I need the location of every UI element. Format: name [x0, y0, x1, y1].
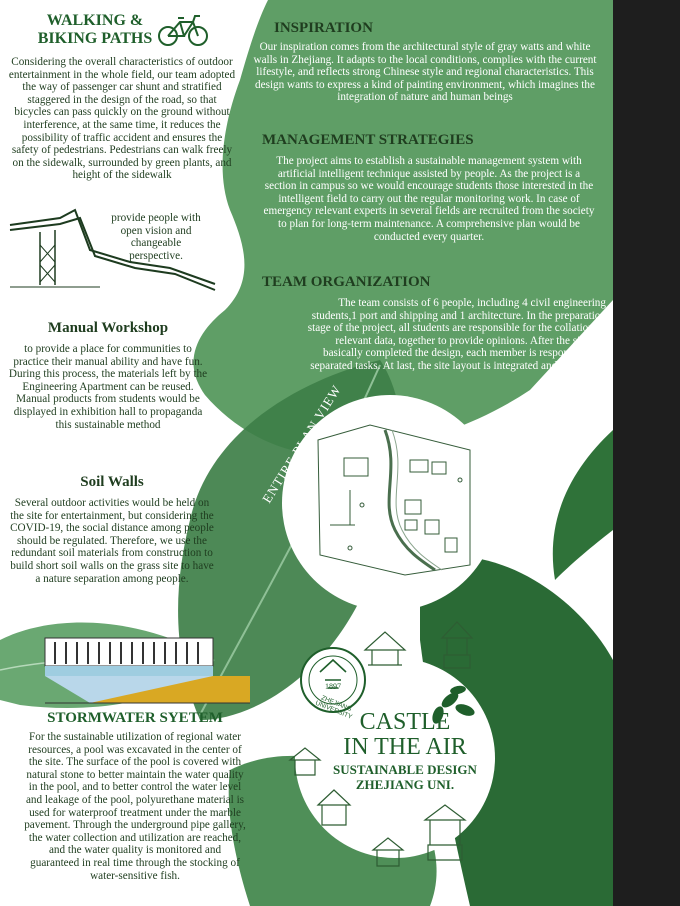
- team-body: The team consists of 6 people, including…: [307, 297, 606, 372]
- site-plan-drawing: [317, 424, 471, 576]
- workshop-section: Manual Workshop to provide a place for c…: [8, 320, 208, 431]
- management-body: The project aims to establish a sustaina…: [263, 155, 595, 243]
- walking-body: Considering the overall characteristics …: [8, 56, 236, 182]
- path-elevation-drawing: [9, 208, 216, 291]
- branding-block: CASTLE IN THE AIR SUSTAINABLE DESIGN ZHE…: [315, 709, 495, 793]
- workshop-body: to provide a place for communities to pr…: [8, 343, 208, 431]
- university-logo: [300, 647, 366, 713]
- background-art: [0, 0, 613, 906]
- inspiration-title: INSPIRATION: [274, 20, 373, 36]
- branding-title-line2: IN THE AIR: [343, 734, 467, 760]
- inspiration-body: Our inspiration comes from the architect…: [253, 41, 597, 104]
- walking-title-line1: WALKING &: [46, 12, 144, 29]
- branding-subtitle-line1: SUSTAINABLE DESIGN: [333, 762, 477, 777]
- pagoda-sketches: [288, 621, 474, 867]
- soil-section: Soil Walls Several outdoor activities wo…: [8, 474, 216, 585]
- stormwater-section: STORMWATER SYETEM For the sustainable ut…: [24, 710, 246, 882]
- branding-subtitle-line2: ZHEJIANG UNI.: [355, 777, 455, 792]
- walking-body-tail: provide people with open vision and chan…: [111, 212, 201, 262]
- inspiration-section: INSPIRATION Our inspiration comes from t…: [250, 20, 600, 104]
- management-title: MANAGEMENT STRATEGIES: [262, 132, 474, 148]
- team-section: TEAM ORGANIZATION The team consists of 6…: [262, 274, 606, 373]
- green-leaf-panel: [193, 0, 613, 455]
- soil-body: Several outdoor activities would be held…: [10, 497, 214, 585]
- walking-section: WALKING & BIKING PATHS Considering the o…: [8, 12, 236, 182]
- management-section: MANAGEMENT STRATEGIES The project aims t…: [262, 132, 596, 243]
- right-leaf-lobe: [552, 430, 613, 580]
- soil-title: Soil Walls: [80, 474, 144, 490]
- stormwater-body: For the sustainable utilization of regio…: [24, 731, 246, 882]
- walking-title-line2: BIKING PATHS: [37, 30, 153, 47]
- leaf-cluster-drawing: [432, 685, 475, 724]
- team-title: TEAM ORGANIZATION: [262, 274, 431, 290]
- branding-title-line1: CASTLE: [359, 709, 451, 735]
- poster: WALKING & BIKING PATHS Considering the o…: [0, 0, 613, 906]
- workshop-title: Manual Workshop: [47, 320, 169, 336]
- logo-year: 1897: [325, 682, 341, 691]
- soil-wall-drawing: [44, 637, 250, 704]
- walking-title: WALKING & BIKING PATHS: [8, 12, 160, 48]
- stormwater-title: STORMWATER SYETEM: [47, 710, 223, 726]
- bicycle-drawing: [158, 15, 208, 46]
